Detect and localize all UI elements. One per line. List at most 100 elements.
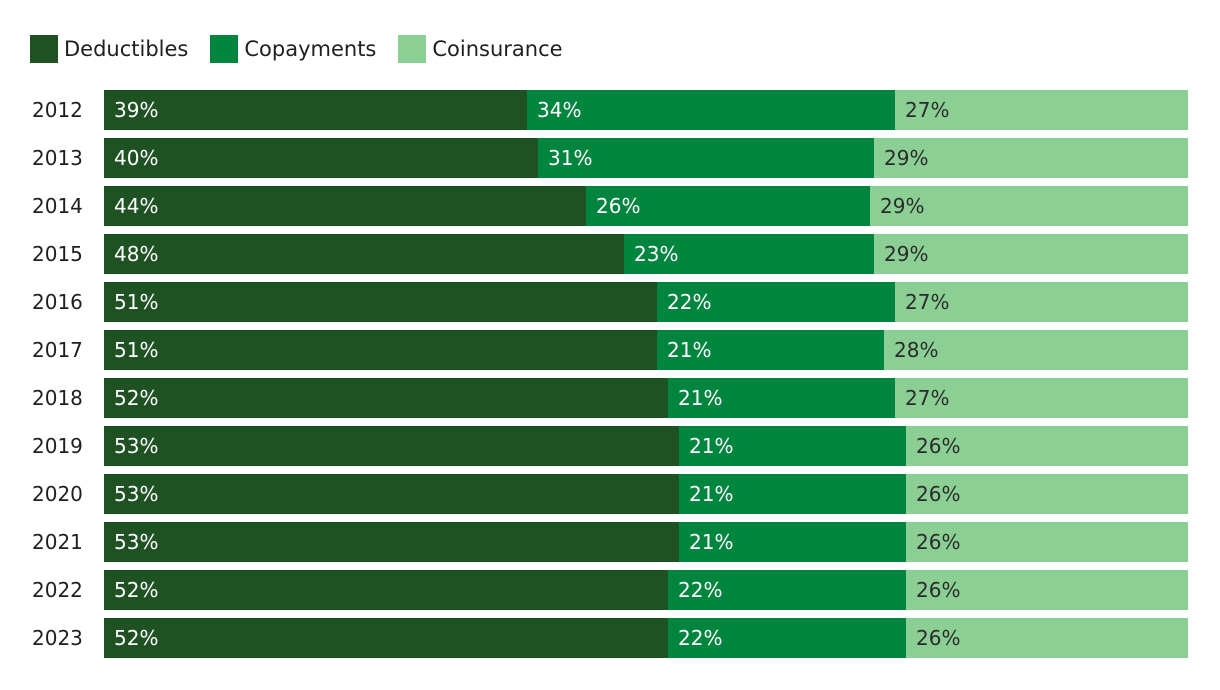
bar-row-2021: 2021 53% 21% 26% bbox=[32, 522, 1188, 562]
bar-segment-deductibles bbox=[104, 138, 538, 178]
bar-segment-coinsurance bbox=[884, 330, 1188, 370]
bar-segment-deductibles bbox=[104, 378, 668, 418]
bar-segment-coinsurance bbox=[895, 282, 1188, 322]
data-label-copayments: 23% bbox=[634, 242, 678, 266]
data-label-copayments: 21% bbox=[689, 434, 733, 458]
bar-row-2018: 2018 52% 21% 27% bbox=[32, 378, 1188, 418]
bar-segment-deductibles bbox=[104, 618, 668, 658]
data-label-copayments: 21% bbox=[678, 386, 722, 410]
data-label-coinsurance: 29% bbox=[884, 242, 928, 266]
data-label-coinsurance: 26% bbox=[916, 482, 960, 506]
data-label-deductibles: 51% bbox=[114, 290, 158, 314]
legend-item-coinsurance[interactable]: Coinsurance bbox=[398, 35, 563, 63]
data-label-coinsurance: 26% bbox=[916, 626, 960, 650]
bar-segment-coinsurance bbox=[906, 570, 1188, 610]
data-label-deductibles: 52% bbox=[114, 626, 158, 650]
data-label-coinsurance: 27% bbox=[905, 290, 949, 314]
bar-segment-copayments bbox=[668, 618, 906, 658]
bar-row-2022: 2022 52% 22% 26% bbox=[32, 570, 1188, 610]
data-label-copayments: 21% bbox=[689, 530, 733, 554]
data-label-copayments: 31% bbox=[548, 146, 592, 170]
bar-row-2019: 2019 53% 21% 26% bbox=[32, 426, 1188, 466]
bar-segment-copayments bbox=[538, 138, 874, 178]
data-label-coinsurance: 26% bbox=[916, 434, 960, 458]
bar-row-2013: 2013 40% 31% 29% bbox=[32, 138, 1188, 178]
legend-item-copayments[interactable]: Copayments bbox=[210, 35, 376, 63]
data-label-deductibles: 44% bbox=[114, 194, 158, 218]
data-label-coinsurance: 26% bbox=[916, 578, 960, 602]
data-label-copayments: 22% bbox=[667, 290, 711, 314]
category-label: 2014 bbox=[32, 194, 83, 218]
bar-segment-copayments bbox=[657, 330, 884, 370]
category-label: 2021 bbox=[32, 530, 83, 554]
bar-segment-copayments bbox=[586, 186, 870, 226]
bar-segment-deductibles bbox=[104, 426, 679, 466]
data-label-copayments: 34% bbox=[537, 98, 581, 122]
legend-item-deductibles[interactable]: Deductibles bbox=[30, 35, 188, 63]
legend: Deductibles Copayments Coinsurance bbox=[30, 34, 585, 64]
bar-row-2015: 2015 48% 23% 29% bbox=[32, 234, 1188, 274]
data-label-deductibles: 53% bbox=[114, 434, 158, 458]
data-label-copayments: 22% bbox=[678, 626, 722, 650]
bar-segment-deductibles bbox=[104, 522, 679, 562]
data-label-deductibles: 48% bbox=[114, 242, 158, 266]
bar-segment-coinsurance bbox=[906, 618, 1188, 658]
bar-segment-deductibles bbox=[104, 186, 586, 226]
bar-segment-deductibles bbox=[104, 282, 657, 322]
bar-segment-deductibles bbox=[104, 90, 527, 130]
data-label-copayments: 21% bbox=[667, 338, 711, 362]
legend-swatch-copayments bbox=[210, 35, 239, 63]
data-label-coinsurance: 28% bbox=[894, 338, 938, 362]
data-label-deductibles: 52% bbox=[114, 578, 158, 602]
category-label: 2015 bbox=[32, 242, 83, 266]
data-label-deductibles: 39% bbox=[114, 98, 158, 122]
bar-segment-copayments bbox=[679, 522, 906, 562]
bar-segment-coinsurance bbox=[906, 522, 1188, 562]
category-label: 2017 bbox=[32, 338, 83, 362]
legend-label-deductibles: Deductibles bbox=[64, 37, 189, 61]
legend-label-copayments: Copayments bbox=[244, 37, 377, 61]
data-label-copayments: 21% bbox=[689, 482, 733, 506]
data-label-deductibles: 51% bbox=[114, 338, 158, 362]
data-label-copayments: 22% bbox=[678, 578, 722, 602]
data-label-coinsurance: 26% bbox=[916, 530, 960, 554]
bar-segment-copayments bbox=[679, 474, 906, 514]
data-label-deductibles: 53% bbox=[114, 530, 158, 554]
bar-segment-copayments bbox=[657, 282, 895, 322]
data-label-deductibles: 52% bbox=[114, 386, 158, 410]
data-label-copayments: 26% bbox=[596, 194, 640, 218]
category-label: 2013 bbox=[32, 146, 83, 170]
bar-segment-copayments bbox=[624, 234, 874, 274]
bar-row-2017: 2017 51% 21% 28% bbox=[32, 330, 1188, 370]
bar-segment-coinsurance bbox=[870, 186, 1188, 226]
bar-row-2016: 2016 51% 22% 27% bbox=[32, 282, 1188, 322]
category-label: 2016 bbox=[32, 290, 83, 314]
bar-segment-coinsurance bbox=[895, 378, 1188, 418]
data-label-coinsurance: 29% bbox=[884, 146, 928, 170]
bar-segment-copayments bbox=[668, 570, 906, 610]
bar-segment-deductibles bbox=[104, 570, 668, 610]
bar-row-2023: 2023 52% 22% 26% bbox=[32, 618, 1188, 658]
bar-segment-coinsurance bbox=[906, 426, 1188, 466]
category-label: 2022 bbox=[32, 578, 83, 602]
bar-segment-deductibles bbox=[104, 474, 679, 514]
bar-segment-copayments bbox=[668, 378, 895, 418]
category-label: 2018 bbox=[32, 386, 83, 410]
bar-segment-copayments bbox=[679, 426, 906, 466]
category-label: 2020 bbox=[32, 482, 83, 506]
data-label-coinsurance: 27% bbox=[905, 98, 949, 122]
category-label: 2012 bbox=[32, 98, 83, 122]
bar-segment-deductibles bbox=[104, 330, 657, 370]
bar-segment-coinsurance bbox=[874, 234, 1188, 274]
data-label-deductibles: 53% bbox=[114, 482, 158, 506]
bar-segment-copayments bbox=[527, 90, 895, 130]
data-label-coinsurance: 27% bbox=[905, 386, 949, 410]
bar-segment-deductibles bbox=[104, 234, 624, 274]
legend-swatch-coinsurance bbox=[398, 35, 427, 63]
bar-row-2012: 2012 39% 34% 27% bbox=[32, 90, 1188, 130]
category-label: 2023 bbox=[32, 626, 83, 650]
bar-segment-coinsurance bbox=[874, 138, 1188, 178]
bar-row-2020: 2020 53% 21% 26% bbox=[32, 474, 1188, 514]
bar-segment-coinsurance bbox=[906, 474, 1188, 514]
